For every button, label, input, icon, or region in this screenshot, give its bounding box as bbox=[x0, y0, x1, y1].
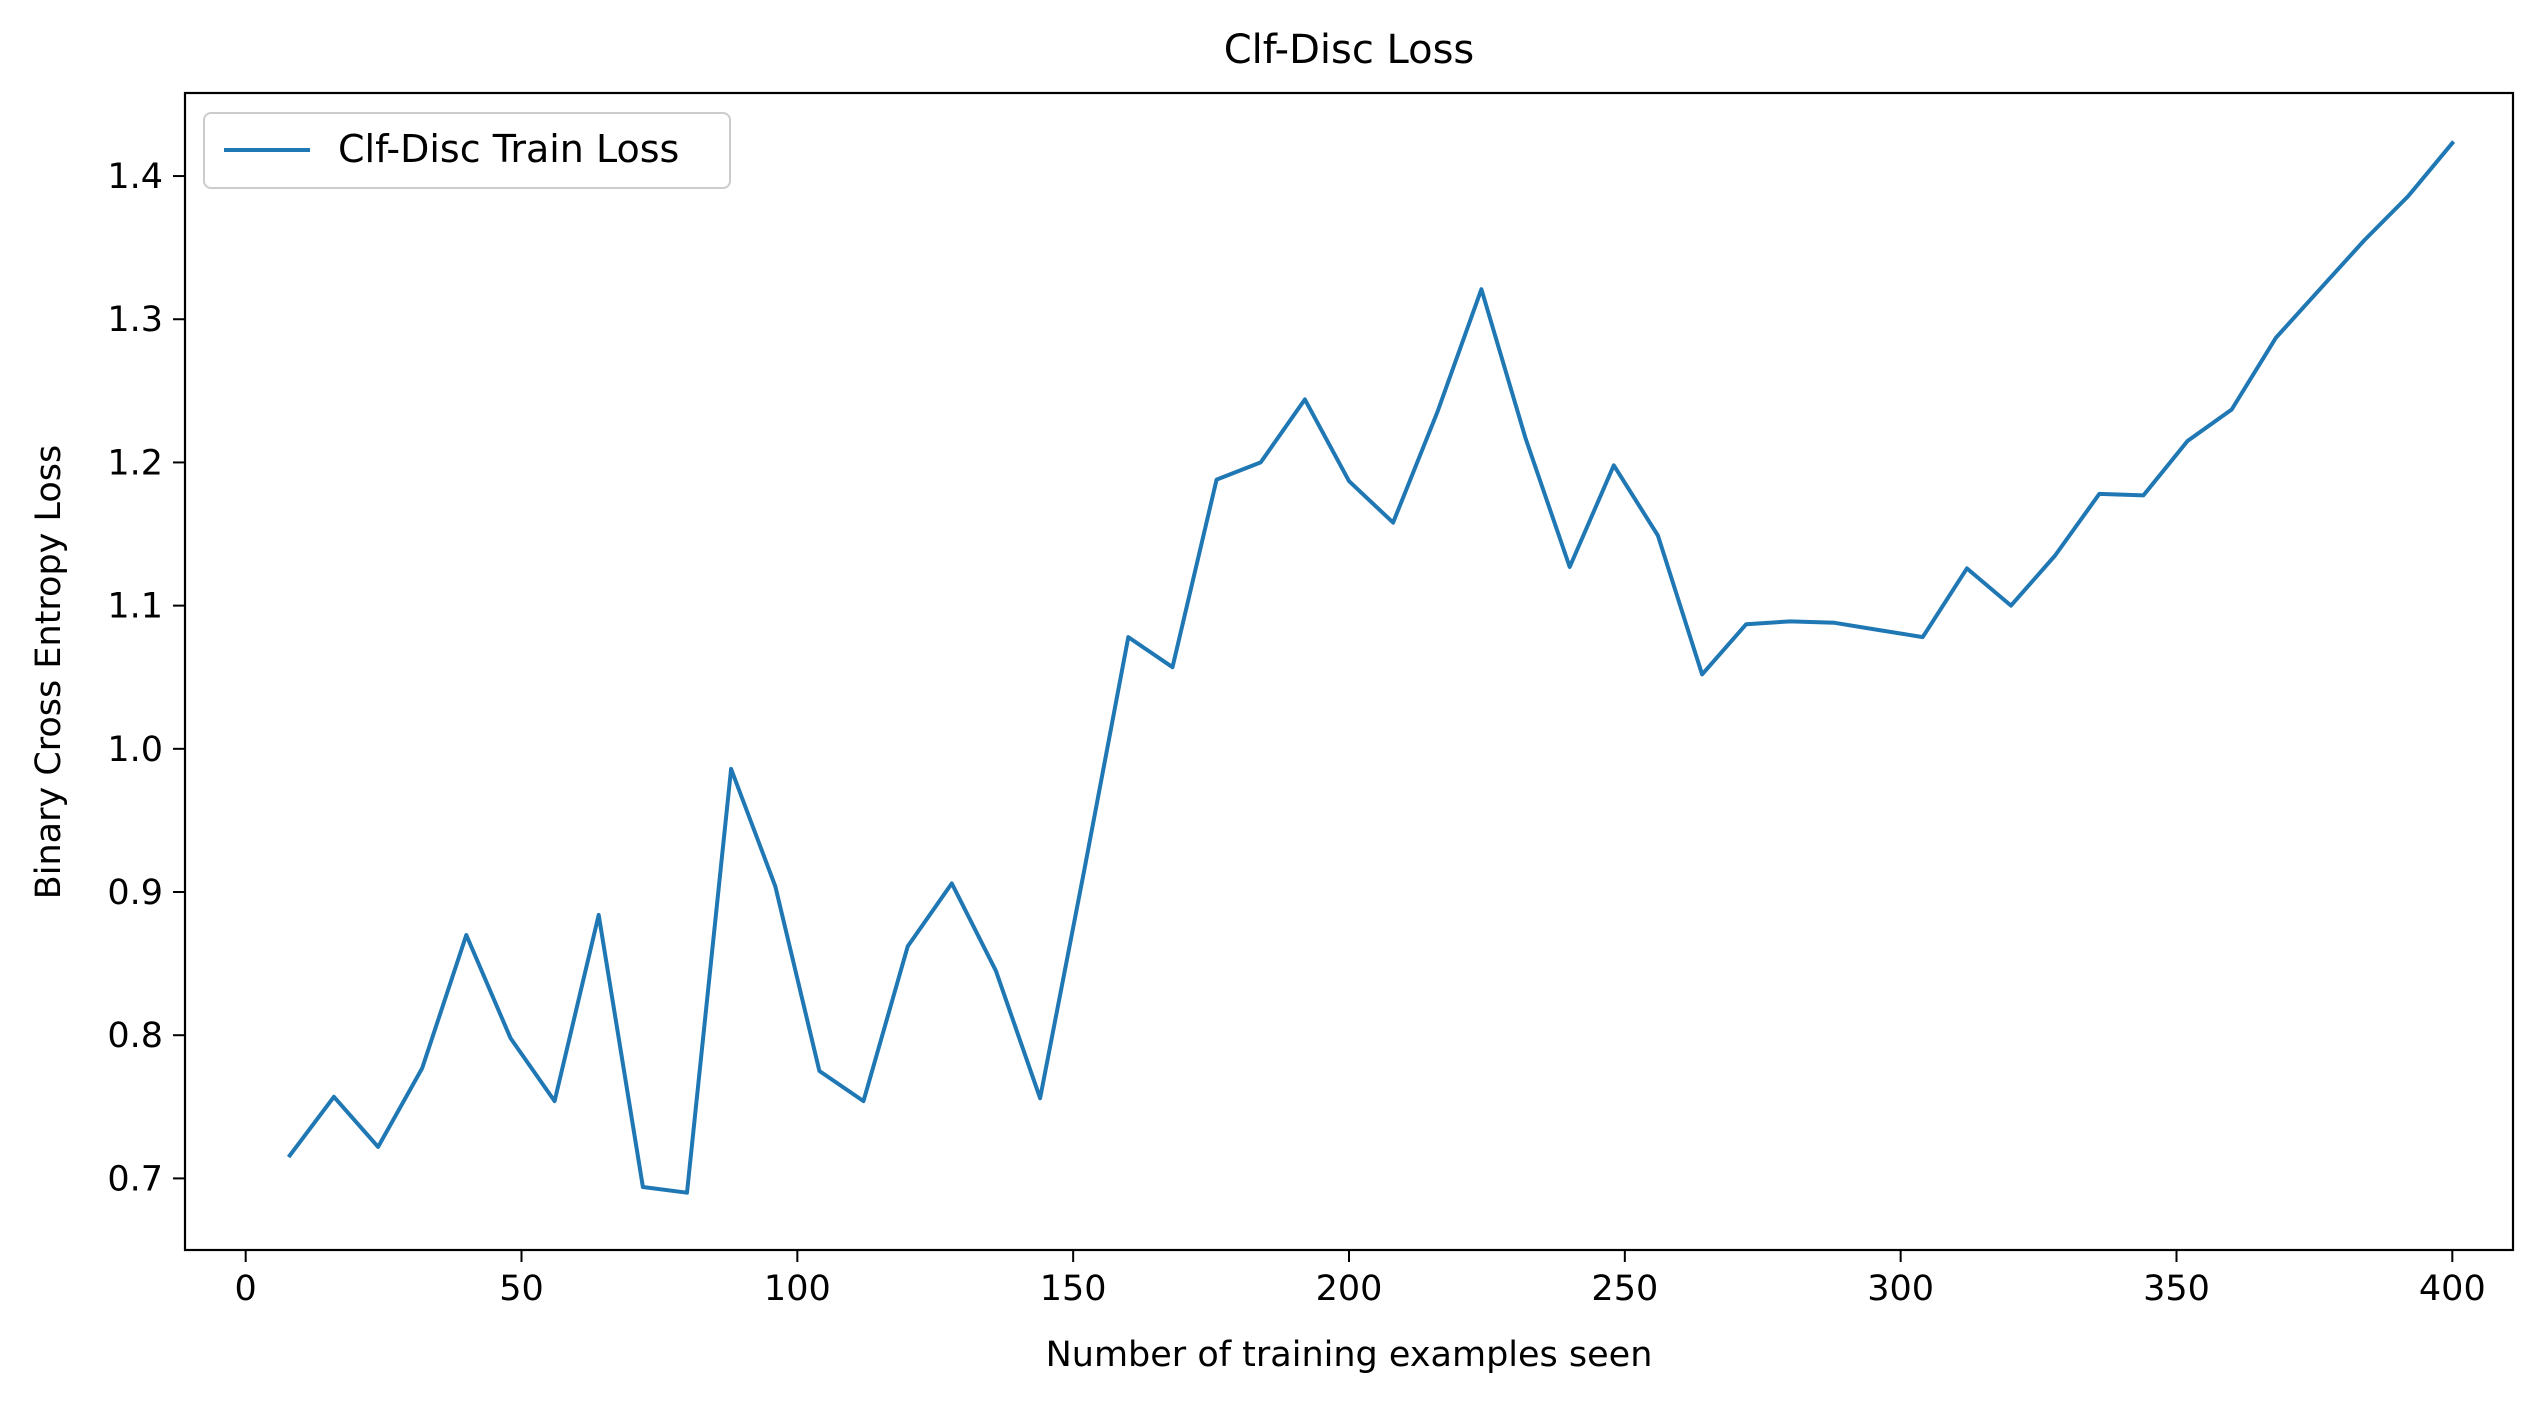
plot-area bbox=[286, 140, 2456, 1195]
x-axis-label: Number of training examples seen bbox=[1046, 1335, 1653, 1375]
x-tick-label: 200 bbox=[1316, 1269, 1383, 1309]
x-tick-label: 150 bbox=[1040, 1269, 1107, 1309]
legend-label: Clf-Disc Train Loss bbox=[338, 127, 679, 171]
y-tick-label: 1.0 bbox=[107, 730, 163, 770]
y-tick-label: 0.9 bbox=[107, 873, 163, 913]
y-axis-label: Binary Cross Entropy Loss bbox=[29, 445, 69, 900]
x-tick-label: 250 bbox=[1591, 1269, 1658, 1309]
x-tick-label: 0 bbox=[235, 1269, 257, 1309]
plot-frame bbox=[183, 91, 2515, 1252]
x-tick-label: 300 bbox=[1867, 1269, 1934, 1309]
y-tick-label: 0.8 bbox=[107, 1016, 163, 1056]
y-tick-label: 1.1 bbox=[107, 587, 163, 627]
x-tick-label: 400 bbox=[2419, 1269, 2486, 1309]
legend: Clf-Disc Train Loss bbox=[203, 112, 731, 189]
y-tick-label: 1.4 bbox=[107, 157, 163, 197]
x-tick-label: 350 bbox=[2143, 1269, 2210, 1309]
legend-box bbox=[203, 112, 731, 189]
x-tick-label: 50 bbox=[499, 1269, 544, 1309]
axis-ticks: 0 50 100 150 200 250 300 350 400 0.7 0.8 0.9 1.0 1.1 1… bbox=[107, 157, 2485, 1309]
series-line bbox=[286, 140, 2456, 1195]
y-tick-label: 0.7 bbox=[107, 1159, 163, 1199]
y-tick-label: 1.3 bbox=[107, 300, 163, 340]
x-tick-label: 100 bbox=[764, 1269, 831, 1309]
chart-title: Clf-Disc Loss bbox=[1224, 27, 1475, 73]
y-tick-label: 1.2 bbox=[107, 443, 163, 483]
